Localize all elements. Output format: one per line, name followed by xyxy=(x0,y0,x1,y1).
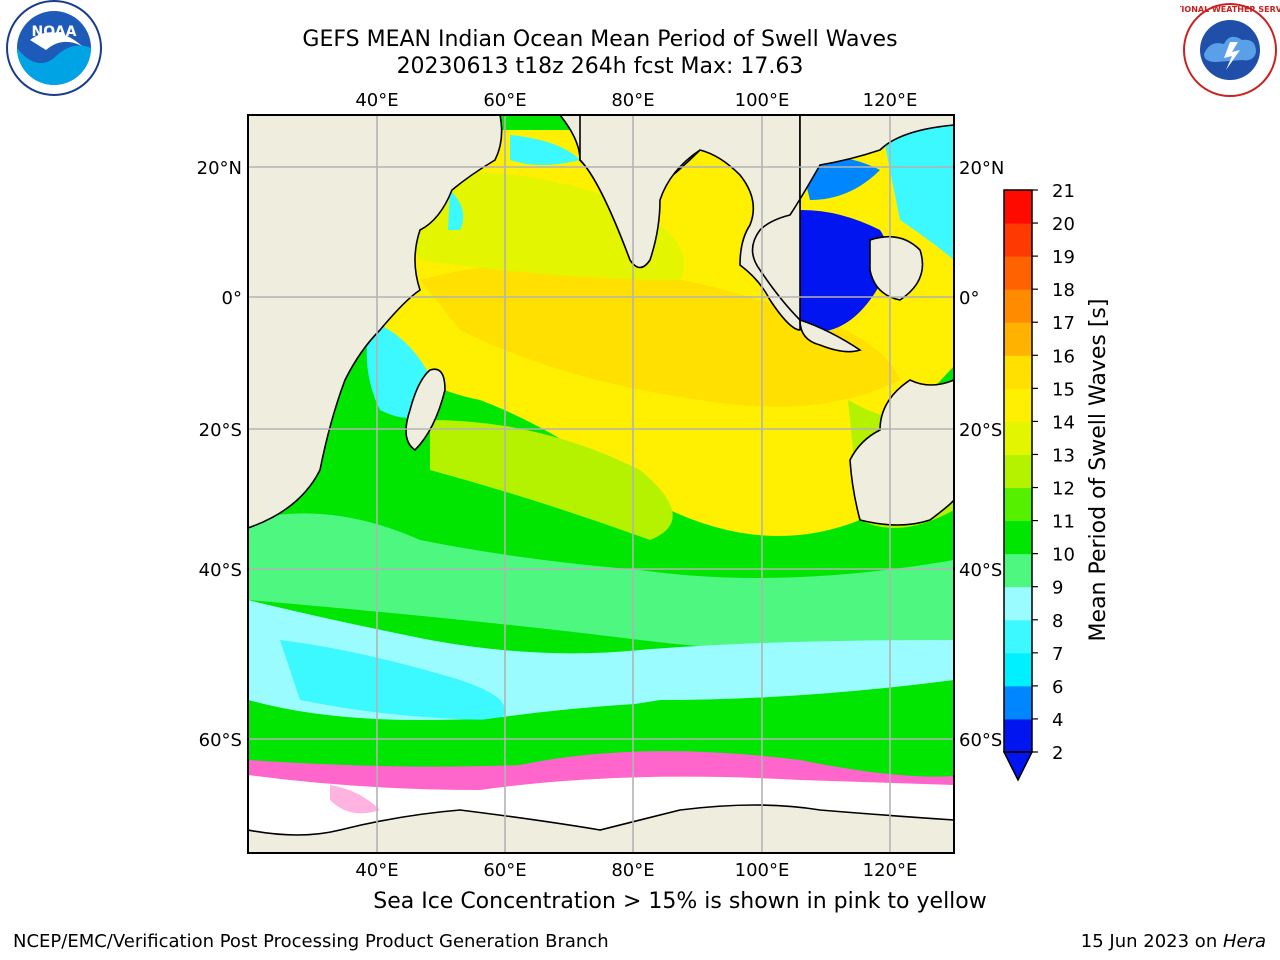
lon-label-bottom: 60°E xyxy=(483,860,526,881)
footer-date-text: 15 Jun 2023 on xyxy=(1080,931,1223,952)
colorbar-tick-label: 12 xyxy=(1052,479,1075,500)
colorbar-tick-label: 11 xyxy=(1052,512,1075,533)
lon-label-bottom: 120°E xyxy=(863,860,918,881)
footer-date: 15 Jun 2023 on Hera xyxy=(1081,931,1266,952)
colorbar-segment xyxy=(1004,256,1032,290)
graticule xyxy=(248,115,954,853)
colorbar-extend-arrow xyxy=(1002,751,1034,782)
nws-logo: NATIONAL WEATHER SERVICE xyxy=(1180,3,1280,97)
lon-label-bottom: 40°E xyxy=(355,860,398,881)
noaa-logo-text: NOAA xyxy=(32,24,77,40)
lat-label-right: 40°S xyxy=(959,560,1002,581)
lon-label-bottom: 100°E xyxy=(735,860,790,881)
lat-label-right: 0° xyxy=(959,288,979,309)
colorbar-tick-label: 14 xyxy=(1052,412,1075,433)
colorbar-segment xyxy=(1004,619,1032,654)
colorbar: 2 4 6 7 8 9 10 11 12 13 14 15 16 17 18 19 20 21 xyxy=(1002,181,1075,782)
lat-label-right: 20°N xyxy=(959,158,1004,179)
noaa-logo: NOAA xyxy=(6,0,102,96)
lon-label-top: 100°E xyxy=(735,90,790,111)
colorbar-segment xyxy=(1004,520,1032,555)
lat-label-left: 40°S xyxy=(199,560,242,581)
lon-label-bottom: 80°E xyxy=(611,860,654,881)
lat-label-left: 60°S xyxy=(199,730,242,751)
colorbar-segment xyxy=(1004,388,1032,422)
lon-label-top: 120°E xyxy=(863,90,918,111)
sea-ice-caption: Sea Ice Concentration > 15% is shown in … xyxy=(373,889,987,914)
colorbar-segment xyxy=(1004,322,1032,356)
lon-label-top: 80°E xyxy=(611,90,654,111)
colorbar-segment xyxy=(1004,718,1032,753)
colorbar-tick-label: 17 xyxy=(1052,313,1075,334)
footer-machine: Hera xyxy=(1222,931,1266,952)
colorbar-segment xyxy=(1004,487,1032,522)
colorbar-tick-label: 16 xyxy=(1052,346,1075,367)
colorbar-tick-label: 19 xyxy=(1052,247,1075,268)
lat-label-right: 60°S xyxy=(959,730,1002,751)
colorbar-tick-label: 15 xyxy=(1052,379,1075,400)
colorbar-tick-label: 13 xyxy=(1052,445,1075,466)
colorbar-segment xyxy=(1004,223,1032,257)
map-title: GEFS MEAN Indian Ocean Mean Period of Sw… xyxy=(302,27,898,52)
colorbar-segment xyxy=(1004,685,1032,720)
colorbar-segment xyxy=(1004,454,1032,489)
lat-label-left: 0° xyxy=(222,288,242,309)
colorbar-segment xyxy=(1004,289,1032,323)
colorbar-tick-label: 18 xyxy=(1052,280,1075,301)
colorbar-tick-label: 6 xyxy=(1052,677,1063,698)
colorbar-segment xyxy=(1004,586,1032,621)
colorbar-frame xyxy=(1003,189,1033,753)
colorbar-tick-label: 20 xyxy=(1052,214,1075,235)
colorbar-tick-label: 2 xyxy=(1052,743,1063,764)
colorbar-segment xyxy=(1004,553,1032,588)
colorbar-tick-label: 9 xyxy=(1052,578,1063,599)
colorbar-tick-label: 4 xyxy=(1052,710,1063,731)
colorbar-tick-label: 8 xyxy=(1052,611,1063,632)
lat-label-right: 20°S xyxy=(959,420,1002,441)
colorbar-tick-label: 10 xyxy=(1052,545,1075,566)
footer-producer: NCEP/EMC/Verification Post Processing Pr… xyxy=(13,931,609,952)
colorbar-segment xyxy=(1004,355,1032,389)
colorbar-tick-label: 7 xyxy=(1052,644,1063,665)
lat-label-left: 20°N xyxy=(197,158,242,179)
colorbar-segment xyxy=(1004,190,1032,224)
map-subtitle: 20230613 t18z 264h fcst Max: 17.63 xyxy=(396,54,804,79)
map-frame xyxy=(247,114,955,854)
lon-label-top: 40°E xyxy=(355,90,398,111)
colorbar-tick-label: 21 xyxy=(1052,181,1075,202)
colorbar-segment xyxy=(1004,421,1032,455)
colorbar-segment xyxy=(1004,652,1032,687)
nws-logo-text: NATIONAL WEATHER SERVICE xyxy=(1180,5,1280,14)
lon-label-top: 60°E xyxy=(483,90,526,111)
lat-label-left: 20°S xyxy=(199,420,242,441)
colorbar-label: Mean Period of Swell Waves [s] xyxy=(1086,299,1111,642)
